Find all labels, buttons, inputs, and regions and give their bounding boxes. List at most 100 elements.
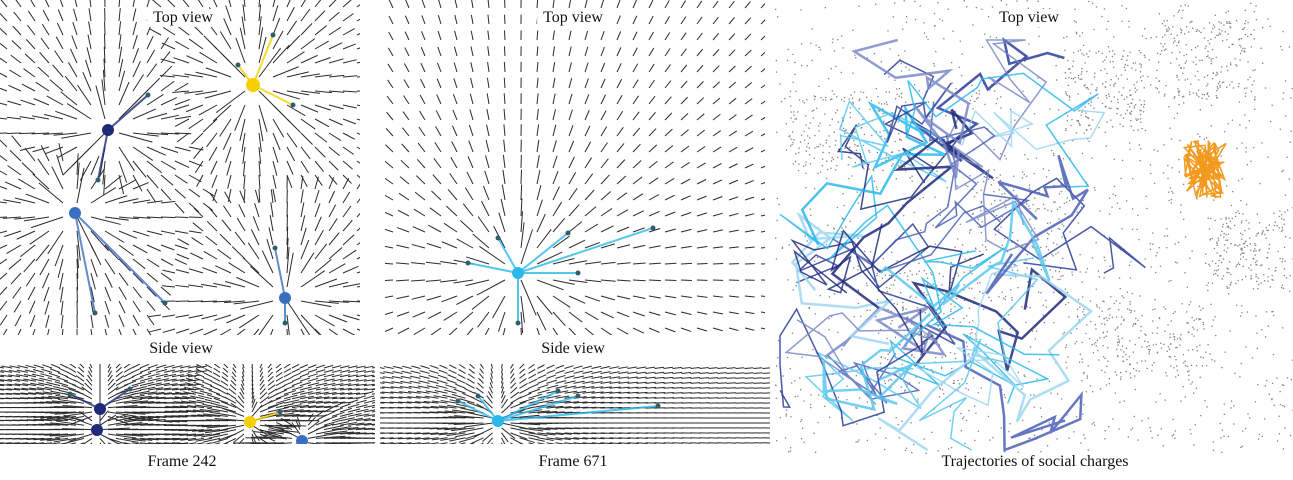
field-line [421,31,426,41]
field-line [430,327,442,335]
field-line [239,27,246,50]
point [1210,60,1213,62]
field-line [664,245,677,249]
point [1146,207,1148,210]
field-line [37,442,53,444]
point [776,197,778,200]
field-line [191,390,205,395]
field-line [149,328,162,333]
point [1013,189,1015,191]
point [963,416,965,418]
field-line [458,442,466,444]
field-line [712,16,719,25]
field-line [510,396,522,404]
field-line [242,4,246,22]
field-line [528,364,535,369]
point [1208,95,1210,97]
point [1063,202,1065,205]
field-line [423,437,439,441]
field-line [253,431,277,435]
field-line [315,396,330,400]
field-line [176,328,190,334]
point [1210,125,1213,127]
field-line [645,442,657,444]
field-line [728,196,739,201]
field-line [31,115,50,120]
field-line [717,372,727,374]
field-line [275,393,289,400]
point [968,287,970,289]
field-line [568,30,572,41]
field-line [307,420,320,430]
point [986,128,989,130]
field-line [500,198,506,217]
field-line [41,272,50,289]
field-line [425,261,442,265]
point [1102,332,1104,334]
point [1099,337,1101,339]
field-line [85,378,93,386]
field-line [259,375,264,382]
field-line [74,379,85,387]
field-line [407,390,421,394]
field-line [648,47,655,57]
field-line [342,205,352,218]
field-line [223,205,232,218]
field-line [600,401,614,404]
point [1092,391,1094,393]
field-line [202,376,213,382]
field-line [568,46,572,57]
point [857,123,860,125]
field-line [275,367,282,373]
field-line [555,442,568,444]
point [1047,249,1050,251]
field-line [664,0,670,9]
point [1144,129,1147,132]
field-line [187,370,200,373]
point [864,250,866,253]
point [1048,422,1050,424]
point [1252,69,1254,72]
field-line [356,76,360,78]
point [917,311,919,313]
point [1254,242,1256,245]
point [1042,314,1045,317]
point [1266,379,1268,382]
point [1234,244,1237,246]
point [909,270,911,272]
point [1207,92,1209,94]
field-line [388,31,394,41]
field-line [300,160,310,174]
field-line [174,146,191,152]
field-line [584,0,588,9]
field-line [52,64,64,78]
point [1282,448,1285,450]
field-line [118,46,123,64]
field-line [609,401,622,404]
point [1140,121,1142,123]
field-line [51,400,77,404]
point [952,30,954,32]
point [1226,287,1228,289]
field-line [75,375,85,382]
point [1289,141,1291,143]
point [813,98,816,100]
field-line [699,387,710,389]
field-line [632,63,639,73]
field-line [259,383,265,391]
point [1033,406,1035,408]
field-line [57,146,78,159]
point [974,333,977,335]
point [1254,401,1257,403]
field-line [680,295,692,299]
field-line [728,311,739,315]
field-line [28,300,36,314]
field-line [146,132,169,136]
point [1153,362,1155,364]
field-line [680,145,690,153]
field-line [188,230,202,234]
field-line [242,160,246,177]
point [1267,276,1269,278]
point [1247,413,1249,415]
field-line [501,382,504,389]
